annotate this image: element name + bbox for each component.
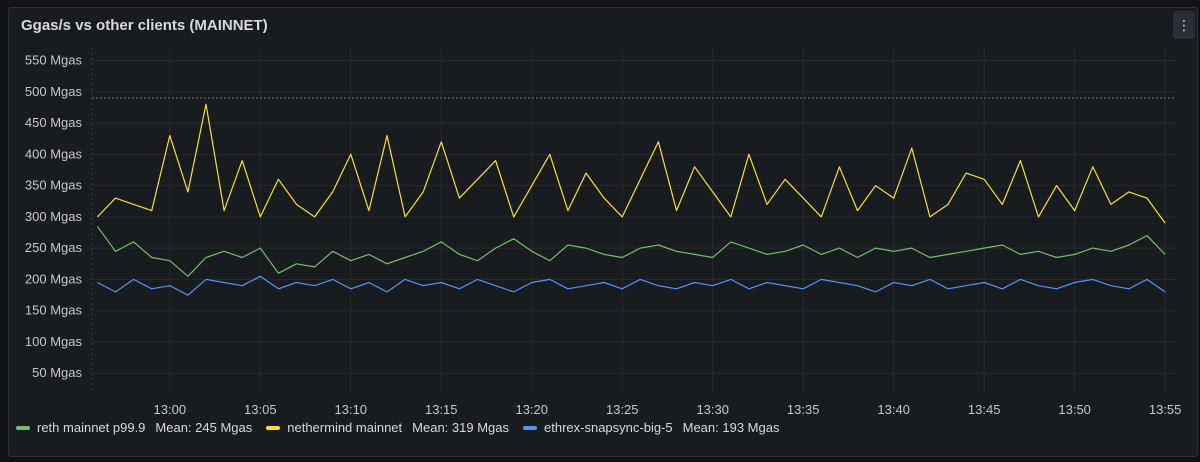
y-tick-label: 450 Mgas bbox=[25, 115, 83, 130]
y-tick-label: 300 Mgas bbox=[25, 209, 83, 224]
x-tick-label: 13:30 bbox=[696, 402, 729, 417]
y-tick-label: 50 Mgas bbox=[32, 365, 82, 380]
x-tick-label: 13:05 bbox=[244, 402, 277, 417]
legend-series-name: ethrex-snapsync-big-5 bbox=[544, 420, 673, 435]
y-tick-label: 100 Mgas bbox=[25, 334, 83, 349]
x-tick-label: 13:00 bbox=[154, 402, 187, 417]
legend-series-name: reth mainnet p99.9 bbox=[37, 420, 146, 435]
legend-swatch bbox=[266, 425, 281, 430]
x-tick-label: 13:25 bbox=[606, 402, 639, 417]
x-tick-label: 13:20 bbox=[515, 402, 548, 417]
legend-series-mean: Mean: 245 Mgas bbox=[155, 420, 253, 435]
series-line-ethrex-snapsync-big-5 bbox=[97, 275, 1166, 296]
panel-title: Ggas/s vs other clients (MAINNET) bbox=[21, 17, 268, 34]
y-tick-label: 200 Mgas bbox=[25, 271, 83, 286]
legend-swatch bbox=[523, 425, 537, 430]
y-tick-label: 250 Mgas bbox=[25, 240, 83, 255]
series-line-nethermind-mainnet bbox=[96, 103, 1166, 224]
legend: reth mainnet p99.9 Mean: 245 Mgas nethermi… bbox=[16, 420, 779, 435]
y-tick-label: 350 Mgas bbox=[25, 178, 83, 193]
x-tick-label: 13:10 bbox=[335, 402, 368, 417]
kebab-menu-icon[interactable]: ⋮ bbox=[1173, 11, 1195, 39]
y-tick-label: 150 Mgas bbox=[25, 303, 83, 318]
chart-panel: Ggas/s vs other clients (MAINNET) ⋮ bbox=[8, 7, 1198, 457]
legend-item[interactable]: reth mainnet p99.9 Mean: 245 Mgas bbox=[16, 420, 252, 435]
x-tick-label: 13:40 bbox=[877, 402, 910, 417]
x-tick-label: 13:55 bbox=[1149, 402, 1182, 417]
y-tick-label: 500 Mgas bbox=[25, 84, 83, 99]
x-tick-label: 13:35 bbox=[787, 402, 820, 417]
legend-series-mean: Mean: 193 Mgas bbox=[682, 420, 780, 435]
legend-series-name: nethermind mainnet bbox=[287, 420, 403, 435]
y-tick-label: 400 Mgas bbox=[25, 146, 83, 161]
legend-series-mean: Mean: 319 Mgas bbox=[412, 420, 509, 435]
x-tick-label: 13:50 bbox=[1058, 402, 1091, 417]
legend-item[interactable]: nethermind mainnet Mean: 319 Mgas bbox=[266, 420, 509, 435]
series-line-reth-mainnet-p99-9 bbox=[96, 225, 1166, 277]
y-tick-label: 550 Mgas bbox=[25, 53, 83, 68]
legend-item[interactable]: ethrex-snapsync-big-5 Mean: 193 Mgas bbox=[523, 420, 779, 435]
x-tick-label: 13:15 bbox=[425, 402, 458, 417]
legend-swatch bbox=[16, 425, 30, 430]
x-tick-label: 13:45 bbox=[968, 402, 1001, 417]
